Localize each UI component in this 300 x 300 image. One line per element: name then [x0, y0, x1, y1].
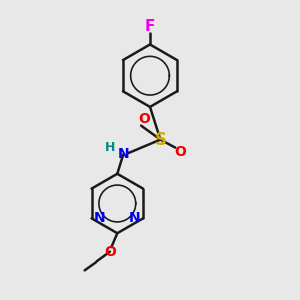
Text: N: N: [129, 212, 140, 225]
Text: S: S: [154, 130, 166, 148]
Text: F: F: [145, 19, 155, 34]
Text: N: N: [94, 212, 106, 225]
Text: N: N: [117, 148, 129, 161]
Text: O: O: [138, 112, 150, 126]
Text: H: H: [105, 141, 115, 154]
Text: O: O: [104, 245, 116, 259]
Text: O: O: [174, 146, 186, 159]
